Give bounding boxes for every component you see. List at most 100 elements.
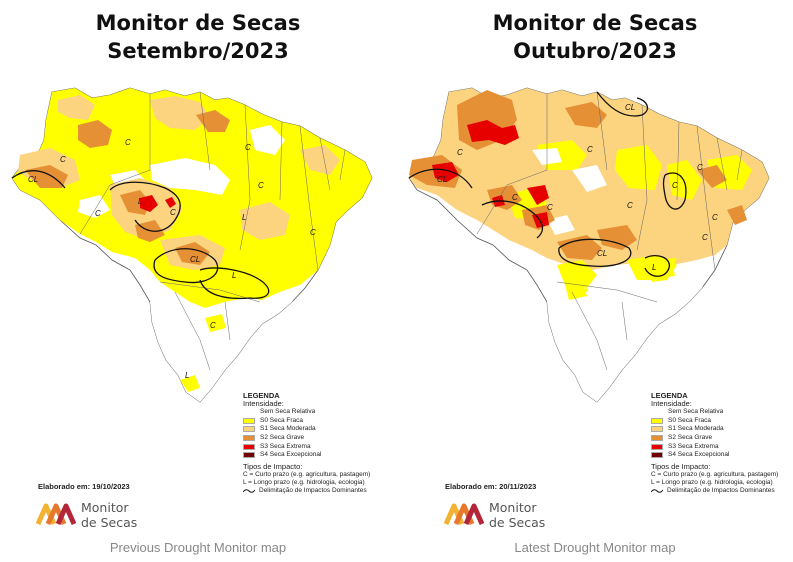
region-label: L — [242, 213, 246, 222]
legend-item: S4 Seca Excepcional — [243, 451, 370, 460]
map-caption: Previous Drought Monitor map — [109, 540, 287, 555]
logo-line2: de Secas — [489, 515, 546, 530]
s3-region — [527, 185, 549, 205]
region-label: CL — [190, 255, 200, 264]
map-title: Monitor de Secas — [492, 11, 698, 35]
legend-item: Sem Seca Relativa — [243, 408, 370, 417]
s1-region — [58, 95, 95, 120]
s1-region — [300, 145, 340, 175]
region-label: C — [60, 155, 66, 164]
legend-swatch — [243, 417, 255, 424]
s3-region — [165, 197, 176, 208]
s2-region — [697, 165, 727, 188]
legend-swatch — [243, 409, 255, 416]
map-title: Monitor de Secas — [95, 11, 301, 35]
region-label: C — [210, 321, 216, 330]
s0-region — [667, 160, 702, 200]
drought-map-september: C C C C CL CL L L C C C C L L — [11, 87, 373, 403]
impact-lines — [11, 170, 270, 300]
legend-swatch — [243, 435, 255, 442]
legend-swatch — [243, 426, 255, 433]
region-label: CL — [597, 249, 607, 258]
region-label: C — [547, 203, 553, 212]
s2-region — [557, 235, 602, 260]
map-caption: Latest Drought Monitor map — [514, 540, 676, 555]
s2-region — [78, 120, 112, 148]
map-panel-september: Monitor de Secas Setembro/2023 — [0, 0, 396, 562]
s3-region — [140, 195, 158, 212]
region-label: C — [697, 163, 703, 172]
region-label: L — [185, 371, 189, 380]
no-drought-patch — [250, 125, 285, 155]
region-label: C — [170, 208, 176, 217]
map-subtitle: Outubro/2023 — [513, 39, 677, 63]
region-label: C — [672, 181, 678, 190]
legend-swatch — [651, 409, 663, 416]
legend-item: S1 Seca Moderada — [651, 425, 778, 434]
legend-item: Sem Seca Relativa — [651, 408, 778, 417]
legend-swatch — [243, 443, 255, 450]
map-panel-october: Monitor de Secas Outubro/2023 — [397, 0, 793, 562]
s0-region — [205, 314, 226, 332]
region-label: C — [627, 201, 633, 210]
s0-region — [557, 260, 597, 288]
region-label: C — [702, 233, 708, 242]
impact-title: Tipos de Impacto: — [651, 461, 711, 471]
state-borders — [476, 91, 743, 371]
legend-swatch — [651, 452, 663, 459]
impact-lines — [408, 91, 687, 277]
legend-item: S3 Seca Extrema — [243, 442, 370, 451]
wave-line-icon — [651, 489, 663, 493]
legend-item: S2 Seca Grave — [651, 434, 778, 443]
legend-swatch — [651, 426, 663, 433]
legend-title: LEGENDA — [651, 391, 688, 400]
region-label: C — [310, 228, 316, 237]
no-drought-patch — [572, 165, 607, 192]
monitor-logo-icon — [444, 503, 484, 526]
legend-swatch — [651, 435, 663, 442]
s0-region — [615, 145, 662, 190]
s3-region — [432, 162, 459, 182]
region-label: CL — [28, 175, 38, 184]
legend-item: S1 Seca Moderada — [243, 425, 370, 434]
legend-item: S0 Seca Fraca — [243, 417, 370, 426]
map-legend: LEGENDA Intensidade: Sem Seca Relativa S… — [651, 392, 778, 496]
s1-region — [150, 96, 210, 130]
no-drought-south — [150, 285, 300, 402]
impact-long: L = Longo prazo (e.g. hidrologia, ecolog… — [243, 478, 365, 486]
region-label: CL — [625, 103, 635, 112]
region-label: C — [712, 213, 718, 222]
legend-subtitle: Intensidade: — [243, 399, 284, 408]
region-label: C — [125, 138, 131, 147]
logo-line1: Monitor — [489, 500, 537, 515]
legend-subtitle: Intensidade: — [651, 399, 692, 408]
no-drought-south — [547, 260, 715, 402]
s1-region — [240, 202, 290, 240]
region-label: C — [512, 193, 518, 202]
logo-line1: Monitor — [81, 500, 129, 515]
legend-swatch — [651, 443, 663, 450]
legend-title: LEGENDA — [243, 391, 280, 400]
logo-line2: de Secas — [81, 515, 138, 530]
legend-item: S3 Seca Extrema — [651, 442, 778, 451]
region-label: C — [258, 181, 264, 190]
s2-region — [597, 225, 637, 250]
impact-long: L = Longo prazo (e.g. hidrologia, ecolog… — [651, 478, 773, 486]
map-subtitle: Setembro/2023 — [107, 39, 289, 63]
region-label: L — [232, 271, 236, 280]
region-label: C — [587, 145, 593, 154]
region-label: C — [245, 143, 251, 152]
no-drought-patch — [78, 195, 110, 218]
legend-item: S2 Seca Grave — [243, 434, 370, 443]
s0-region — [565, 282, 587, 300]
map-legend: LEGENDA Intensidade: Sem Seca Relativa S… — [243, 392, 370, 496]
s0-region — [649, 260, 675, 278]
impact-short: C = Curto prazo (e.g. agricultura, pasta… — [243, 470, 371, 478]
region-label: L — [652, 263, 656, 272]
s2-region — [175, 242, 210, 265]
region-label: C — [95, 209, 101, 218]
wave-line-icon — [243, 489, 255, 493]
drought-map-october: CL C C C C CL CL L C C C C C — [408, 87, 770, 403]
impact-line-legend: Delimitação de Impactos Dominantes — [243, 487, 370, 496]
region-labels: CL C C C C CL CL L C C C C C — [437, 103, 718, 272]
